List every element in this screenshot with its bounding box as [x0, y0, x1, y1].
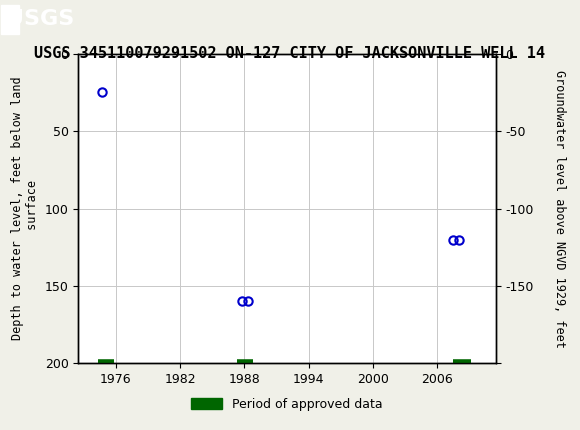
FancyBboxPatch shape: [2, 6, 18, 33]
Text: USGS 345110079291502 ON-127 CITY OF JACKSONVILLE WELL 14: USGS 345110079291502 ON-127 CITY OF JACK…: [34, 46, 546, 61]
Text: USGS: USGS: [6, 9, 74, 29]
Y-axis label: Groundwater level above NGVD 1929, feet: Groundwater level above NGVD 1929, feet: [553, 70, 567, 347]
Y-axis label: Depth to water level, feet below land
 surface: Depth to water level, feet below land su…: [11, 77, 39, 341]
Bar: [1, 5, 19, 34]
Legend: Period of approved data: Period of approved data: [186, 393, 388, 416]
